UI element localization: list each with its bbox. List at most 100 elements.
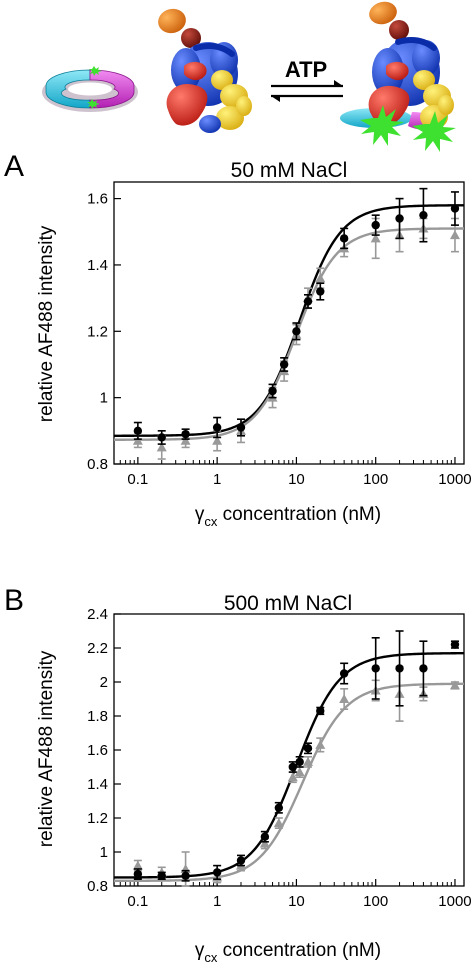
data-point: [259, 838, 270, 848]
data-point: [295, 757, 304, 767]
data-point: [181, 871, 190, 880]
data-point: [236, 423, 246, 432]
green-fluorophore-icon: [87, 99, 100, 109]
y-tick-label: 1.6: [87, 191, 108, 208]
chart-title: 500 mM NaCl: [224, 592, 352, 615]
panel-b: B 500 mM NaCl relative AF488 intensity γ…: [4, 584, 472, 965]
x-tick-label: 100: [363, 893, 388, 910]
data-point: [279, 360, 289, 369]
data-point: [339, 234, 349, 243]
y-tick-label: 2: [100, 674, 108, 691]
data-point: [395, 214, 404, 223]
y-tick-label: 2.4: [87, 606, 108, 623]
data-point: [274, 803, 284, 812]
x-axis-label-symbol: γ: [195, 504, 205, 525]
x-axis-label-subscript: cx: [204, 950, 218, 965]
data-point: [212, 423, 222, 432]
x-axis-label-text: concentration (nM): [217, 940, 381, 961]
data-point: [395, 664, 404, 673]
data-point: [449, 680, 460, 690]
x-tick-label: 1: [213, 471, 221, 488]
green-fluorophore-icon: [89, 66, 102, 76]
y-tick-label: 0.8: [87, 456, 108, 473]
x-tick-label: 100: [363, 471, 388, 488]
y-tick-label: 2.2: [87, 640, 108, 657]
x-axis-label: γcx concentration (nM): [195, 940, 381, 965]
x-axis-label-text: concentration (nM): [217, 504, 381, 525]
data-point: [236, 856, 246, 865]
schematic: ATP: [42, 1, 456, 152]
data-point: [268, 386, 277, 396]
green-fluorophore-burst-icon: [360, 105, 404, 146]
data-point: [303, 297, 313, 306]
x-tick-label: 0.1: [127, 471, 148, 488]
y-axis-label: relative AF488 intensity: [36, 650, 57, 847]
y-tick-label: 1.2: [87, 810, 108, 827]
data-point: [371, 220, 380, 230]
x-tick-label: 0.1: [127, 893, 148, 910]
data-point: [316, 706, 325, 716]
x-tick-label: 10: [288, 893, 305, 910]
data-point: [315, 739, 326, 749]
data-point: [132, 860, 143, 870]
data-point: [419, 210, 428, 220]
y-tick-label: 1.2: [87, 323, 108, 340]
data-point: [260, 832, 270, 841]
data-point: [288, 762, 297, 772]
y-tick-label: 1.6: [87, 742, 108, 759]
y-axis-label: relative AF488 intensity: [36, 225, 57, 422]
data-point: [273, 818, 284, 828]
data-point: [450, 640, 460, 649]
x-axis-label: γcx concentration (nM): [195, 504, 381, 529]
x-axis-label-symbol: γ: [195, 940, 205, 961]
data-point: [287, 772, 298, 782]
chart-title: 50 mM NaCl: [231, 159, 348, 182]
data-point: [303, 756, 314, 766]
data-point: [316, 287, 325, 296]
fit-curve: [113, 227, 465, 441]
data-point: [370, 233, 381, 243]
data-point: [133, 869, 143, 879]
clamp-loader-ring-complex: [340, 1, 456, 152]
x-tick-label: 1000: [438, 471, 471, 488]
panel-letter: A: [4, 150, 24, 183]
data-point: [303, 744, 313, 753]
data-point: [181, 429, 190, 439]
data-point: [419, 664, 428, 673]
data-point: [294, 767, 305, 777]
atp-label: ATP: [285, 57, 327, 82]
data-point: [133, 426, 143, 436]
fit-curve: [114, 651, 465, 879]
plot-frame: [113, 181, 465, 465]
data-point: [156, 442, 167, 452]
x-tick-label: 1: [213, 893, 221, 910]
data-point: [157, 433, 166, 442]
data-point: [449, 230, 460, 240]
panel-a: A 50 mM NaCl relative AF488 intensity γc…: [4, 150, 472, 529]
data-point: [339, 669, 349, 678]
x-tick-label: 1000: [438, 893, 471, 910]
y-tick-label: 1: [100, 390, 108, 407]
data-point: [180, 435, 191, 445]
data-point: [371, 664, 380, 673]
sliding-clamp-ring: [42, 66, 138, 112]
data-point: [292, 327, 301, 336]
equilibrium-arrows: ATP: [271, 57, 343, 102]
data-point: [315, 273, 326, 283]
y-tick-label: 1.8: [87, 708, 108, 725]
x-axis-label-subscript: cx: [204, 514, 218, 529]
y-tick-label: 1: [100, 844, 108, 861]
data-point: [339, 694, 350, 703]
y-tick-label: 1.4: [87, 257, 108, 274]
data-point: [450, 204, 460, 213]
fit-curve: [114, 682, 465, 883]
data-point: [132, 435, 143, 445]
fit-curve: [113, 204, 465, 437]
data-point: [157, 871, 166, 880]
panel-letter: B: [4, 584, 24, 617]
green-fluorophore-burst-icon: [412, 111, 456, 152]
clamp-loader-complex: [158, 8, 252, 133]
y-tick-label: 1.4: [87, 776, 108, 793]
data-point: [212, 435, 223, 445]
